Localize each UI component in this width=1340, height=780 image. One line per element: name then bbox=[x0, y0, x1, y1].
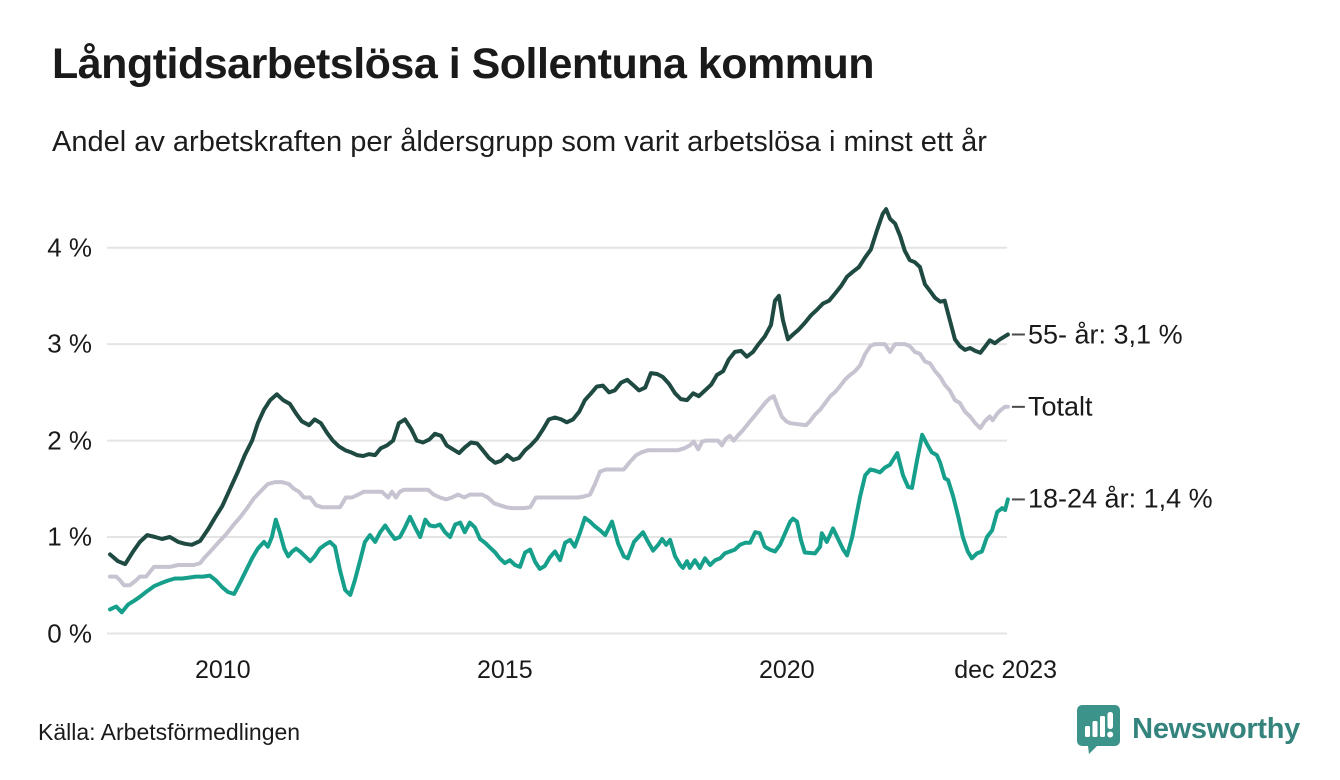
series-line-0 bbox=[108, 207, 1010, 567]
logo-bar-medium bbox=[1092, 721, 1098, 737]
y-tick-label: 2 % bbox=[47, 425, 92, 456]
page-title: Långtidsarbetslösa i Sollentuna kommun bbox=[52, 40, 875, 88]
logo-exclamation-bar bbox=[1107, 712, 1114, 729]
logo-bar-small bbox=[1085, 726, 1091, 737]
logo-exclamation-dot bbox=[1107, 731, 1114, 738]
series-end-label: 18-24 år: 1,4 % bbox=[1028, 483, 1213, 514]
brand-lockup: Newsworthy bbox=[1075, 703, 1300, 755]
x-tick-label: 2015 bbox=[476, 656, 533, 684]
y-tick-label: 3 % bbox=[47, 328, 92, 359]
newsworthy-logo-icon bbox=[1075, 703, 1122, 755]
source-note: Källa: Arbetsförmedlingen bbox=[38, 719, 301, 745]
x-tick-label: 2020 bbox=[758, 656, 815, 684]
y-tick-label: 1 % bbox=[47, 521, 92, 552]
logo-bar-tall bbox=[1100, 716, 1106, 737]
y-tick-label: 4 % bbox=[47, 232, 92, 263]
series-end-label: Totalt bbox=[1028, 391, 1093, 422]
series-end-label: 55- år: 3,1 % bbox=[1028, 319, 1183, 349]
page-subtitle: Andel av arbetskraften per åldersgrupp s… bbox=[52, 126, 987, 158]
x-tick-label: dec 2023 bbox=[954, 656, 1058, 684]
y-tick-label: 0 % bbox=[47, 618, 92, 648]
series-line-2 bbox=[108, 432, 1010, 615]
brand-name: Newsworthy bbox=[1132, 712, 1300, 745]
series-line-1 bbox=[108, 342, 1010, 588]
x-tick-label: 2010 bbox=[194, 656, 251, 684]
